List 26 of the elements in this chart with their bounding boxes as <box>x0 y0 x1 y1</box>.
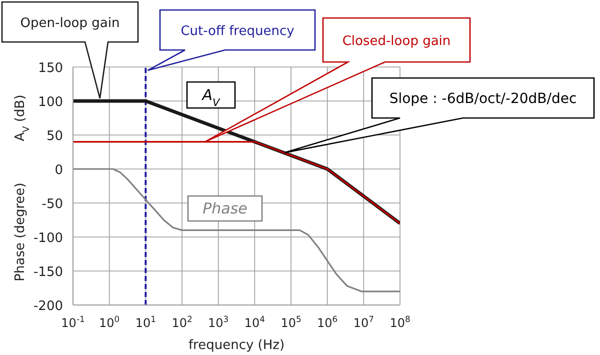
x-tick-label: 10$^{6}$ <box>317 314 338 330</box>
y-tick-label: -100 <box>33 231 63 246</box>
x-tick-label: 10$^{7}$ <box>353 314 374 330</box>
y-tick-label: 150 <box>38 61 63 76</box>
text: Open-loop gain <box>20 16 120 31</box>
annotation: A$_{V}$ <box>201 86 221 109</box>
x-tick-label: 10$^{1}$ <box>135 314 156 330</box>
x-tick-label: 10$^{5}$ <box>280 314 302 330</box>
annotation: Slope : -6dB/oct/-20dB/dec <box>389 91 577 107</box>
text: Closed-loop gain <box>342 34 451 49</box>
series-label: Phase <box>202 200 248 218</box>
y-tick-label: -150 <box>33 265 63 280</box>
y-tick-label: -200 <box>33 299 63 314</box>
x-tick-label: 10$^{3}$ <box>208 314 229 330</box>
ref-line-label: Cut-off frequency <box>180 24 295 39</box>
x-tick-label: 10$^{2}$ <box>172 314 192 330</box>
text: Phase (degree) <box>13 182 28 282</box>
x-tick-label: 10$^{4}$ <box>244 314 265 330</box>
x-tick-label: 10$^{-1}$ <box>61 314 85 330</box>
y-tick-label: 0 <box>54 163 63 178</box>
y-tick-label: 100 <box>38 95 63 110</box>
x-axis-title: frequency (Hz) <box>188 338 285 353</box>
x-tick-label: 10$^{0}$ <box>99 314 120 330</box>
y-tick-label: 50 <box>46 129 63 144</box>
y-tick-label: -50 <box>42 197 63 212</box>
x-tick-label: 10$^{8}$ <box>390 314 410 330</box>
